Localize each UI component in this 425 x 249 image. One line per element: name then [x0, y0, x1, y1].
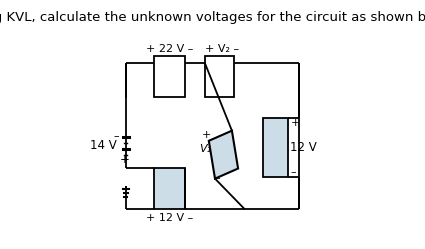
Bar [154, 56, 185, 97]
Text: V₁: V₁ [198, 144, 211, 154]
Bar [263, 118, 288, 177]
Text: + 12 V –: + 12 V – [146, 213, 193, 223]
Text: –: – [290, 168, 296, 178]
Text: 14 V: 14 V [91, 139, 117, 152]
Text: +: + [290, 118, 300, 128]
Text: 12 V: 12 V [290, 141, 317, 154]
Bar [154, 168, 185, 209]
Polygon shape [209, 131, 238, 179]
Text: +: + [202, 130, 211, 140]
Text: + V₂ –: + V₂ – [205, 44, 239, 54]
Text: –: – [215, 173, 220, 184]
Text: +: + [119, 153, 130, 166]
Text: Using KVL, calculate the unknown voltages for the circuit as shown below.: Using KVL, calculate the unknown voltage… [0, 11, 425, 24]
Text: + 22 V –: + 22 V – [146, 44, 193, 54]
Text: –: – [114, 131, 119, 141]
Bar [205, 56, 234, 97]
